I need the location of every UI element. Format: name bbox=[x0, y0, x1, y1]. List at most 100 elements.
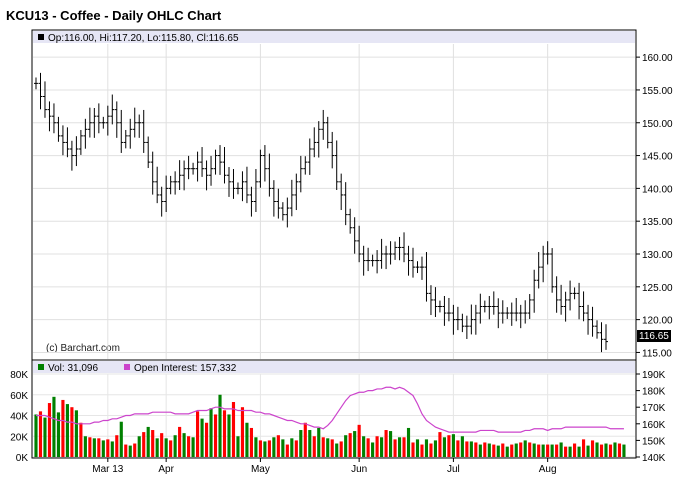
volume-bar bbox=[388, 431, 393, 457]
ohlc-bar bbox=[78, 129, 83, 155]
volume-bar bbox=[52, 396, 56, 457]
ohlc-bar bbox=[267, 153, 272, 197]
volume-bar bbox=[142, 432, 146, 457]
volume-bar bbox=[568, 446, 572, 457]
volume-bar bbox=[155, 438, 159, 457]
ohlc-bar bbox=[599, 322, 604, 353]
volume-bar bbox=[83, 436, 87, 457]
ohlc-bar bbox=[307, 138, 312, 175]
volume-bar bbox=[371, 442, 375, 457]
ohlc-bar bbox=[280, 202, 285, 221]
ohlc-bar bbox=[370, 254, 375, 267]
price-tick-label: 115.00 bbox=[642, 348, 672, 359]
volume-bar bbox=[56, 412, 61, 457]
x-tick-label: Jun bbox=[351, 464, 367, 475]
volume-bar bbox=[380, 437, 384, 457]
ohlc-bar bbox=[303, 156, 308, 175]
ohlc-bar bbox=[550, 248, 555, 293]
ohlc-bar bbox=[491, 291, 496, 315]
volume-pane bbox=[31, 359, 637, 459]
ohlc-bar bbox=[523, 300, 528, 324]
volume-bar bbox=[335, 443, 339, 457]
volume-bar bbox=[595, 442, 599, 457]
volume-bar bbox=[294, 440, 298, 457]
volume-bar bbox=[357, 424, 361, 457]
ohlc-bar bbox=[294, 173, 299, 211]
volume-bar bbox=[474, 442, 478, 457]
volume-bar bbox=[200, 418, 204, 457]
volume-bars bbox=[34, 394, 626, 457]
ohlc-bar bbox=[74, 136, 79, 167]
ohlc-bar bbox=[105, 105, 110, 136]
volume-axis: 0K 20K 40K 60K 80K bbox=[10, 370, 28, 464]
oi-tick-label: 190K bbox=[642, 370, 666, 381]
ohlc-bar bbox=[554, 276, 559, 313]
ohlc-bar bbox=[87, 107, 92, 138]
volume-bar bbox=[532, 443, 536, 457]
ohlc-bar bbox=[69, 140, 74, 171]
x-tick-label: Jul bbox=[447, 464, 460, 475]
volume-bar bbox=[160, 433, 164, 457]
price-tick-label: 140.00 bbox=[642, 184, 673, 195]
volume-bar bbox=[231, 402, 236, 457]
volume-bar bbox=[537, 444, 541, 457]
volume-bar bbox=[617, 443, 622, 457]
volume-bar bbox=[74, 410, 78, 457]
ohlc-bar bbox=[168, 175, 173, 195]
ohlc-bar bbox=[352, 217, 357, 254]
ohlc-bar bbox=[527, 294, 532, 319]
volume-bar bbox=[353, 431, 357, 457]
price-tick-label: 125.00 bbox=[642, 283, 673, 294]
volume-bar bbox=[460, 436, 464, 457]
ohlc-bar bbox=[541, 245, 546, 283]
ohlc-bar bbox=[509, 302, 514, 326]
volume-bar bbox=[339, 441, 343, 457]
volume-bar bbox=[92, 438, 96, 457]
volume-bar bbox=[227, 414, 231, 457]
volume-bar bbox=[451, 434, 455, 457]
volume-bar bbox=[79, 422, 83, 457]
ohlc-bar bbox=[218, 145, 223, 175]
volume-bar bbox=[326, 438, 330, 457]
ohlc-bar bbox=[397, 236, 402, 261]
ohlc-bar bbox=[379, 238, 384, 269]
volume-bar bbox=[415, 439, 420, 457]
ohlc-bar bbox=[114, 101, 119, 138]
volume-bar bbox=[564, 446, 568, 457]
ohlc-swatch bbox=[38, 34, 44, 40]
ohlc-bar bbox=[357, 225, 362, 263]
volume-bar bbox=[38, 411, 43, 457]
ohlc-bar bbox=[464, 315, 469, 339]
price-pane bbox=[31, 29, 637, 361]
ohlc-bar bbox=[572, 287, 577, 300]
volume-bar bbox=[402, 437, 406, 457]
ohlc-bar bbox=[42, 81, 47, 118]
volume-bar bbox=[196, 411, 200, 457]
ohlc-bar bbox=[316, 121, 321, 158]
volume-bar bbox=[178, 426, 182, 457]
ohlc-bar bbox=[123, 129, 128, 149]
volume-bar bbox=[393, 439, 397, 457]
ohlc-bar bbox=[348, 208, 353, 234]
chart-title: KCU13 - Coffee - Daily OHLC Chart bbox=[6, 8, 222, 23]
ohlc-bar bbox=[545, 241, 550, 265]
ohlc-bar bbox=[325, 116, 330, 149]
volume-bar bbox=[523, 440, 527, 457]
ohlc-bar bbox=[92, 107, 97, 138]
volume-bar bbox=[47, 403, 52, 457]
ohlc-bar bbox=[586, 304, 591, 335]
open-interest-label: Open Interest: 157,332 bbox=[134, 363, 237, 374]
volume-bar bbox=[599, 444, 604, 457]
volume-bar bbox=[124, 444, 128, 457]
volume-bar bbox=[362, 436, 366, 457]
volume-bar bbox=[546, 444, 550, 457]
ohlc-bar bbox=[375, 250, 380, 274]
last-value: 116.65 bbox=[639, 331, 669, 342]
ohlc-bar bbox=[200, 147, 205, 177]
volume-bar bbox=[590, 440, 595, 457]
ohlc-bar bbox=[298, 155, 303, 193]
volume-bar bbox=[541, 444, 545, 457]
ohlc-bar bbox=[51, 103, 56, 134]
last-value-box bbox=[637, 330, 671, 342]
volume-bar bbox=[608, 444, 613, 457]
